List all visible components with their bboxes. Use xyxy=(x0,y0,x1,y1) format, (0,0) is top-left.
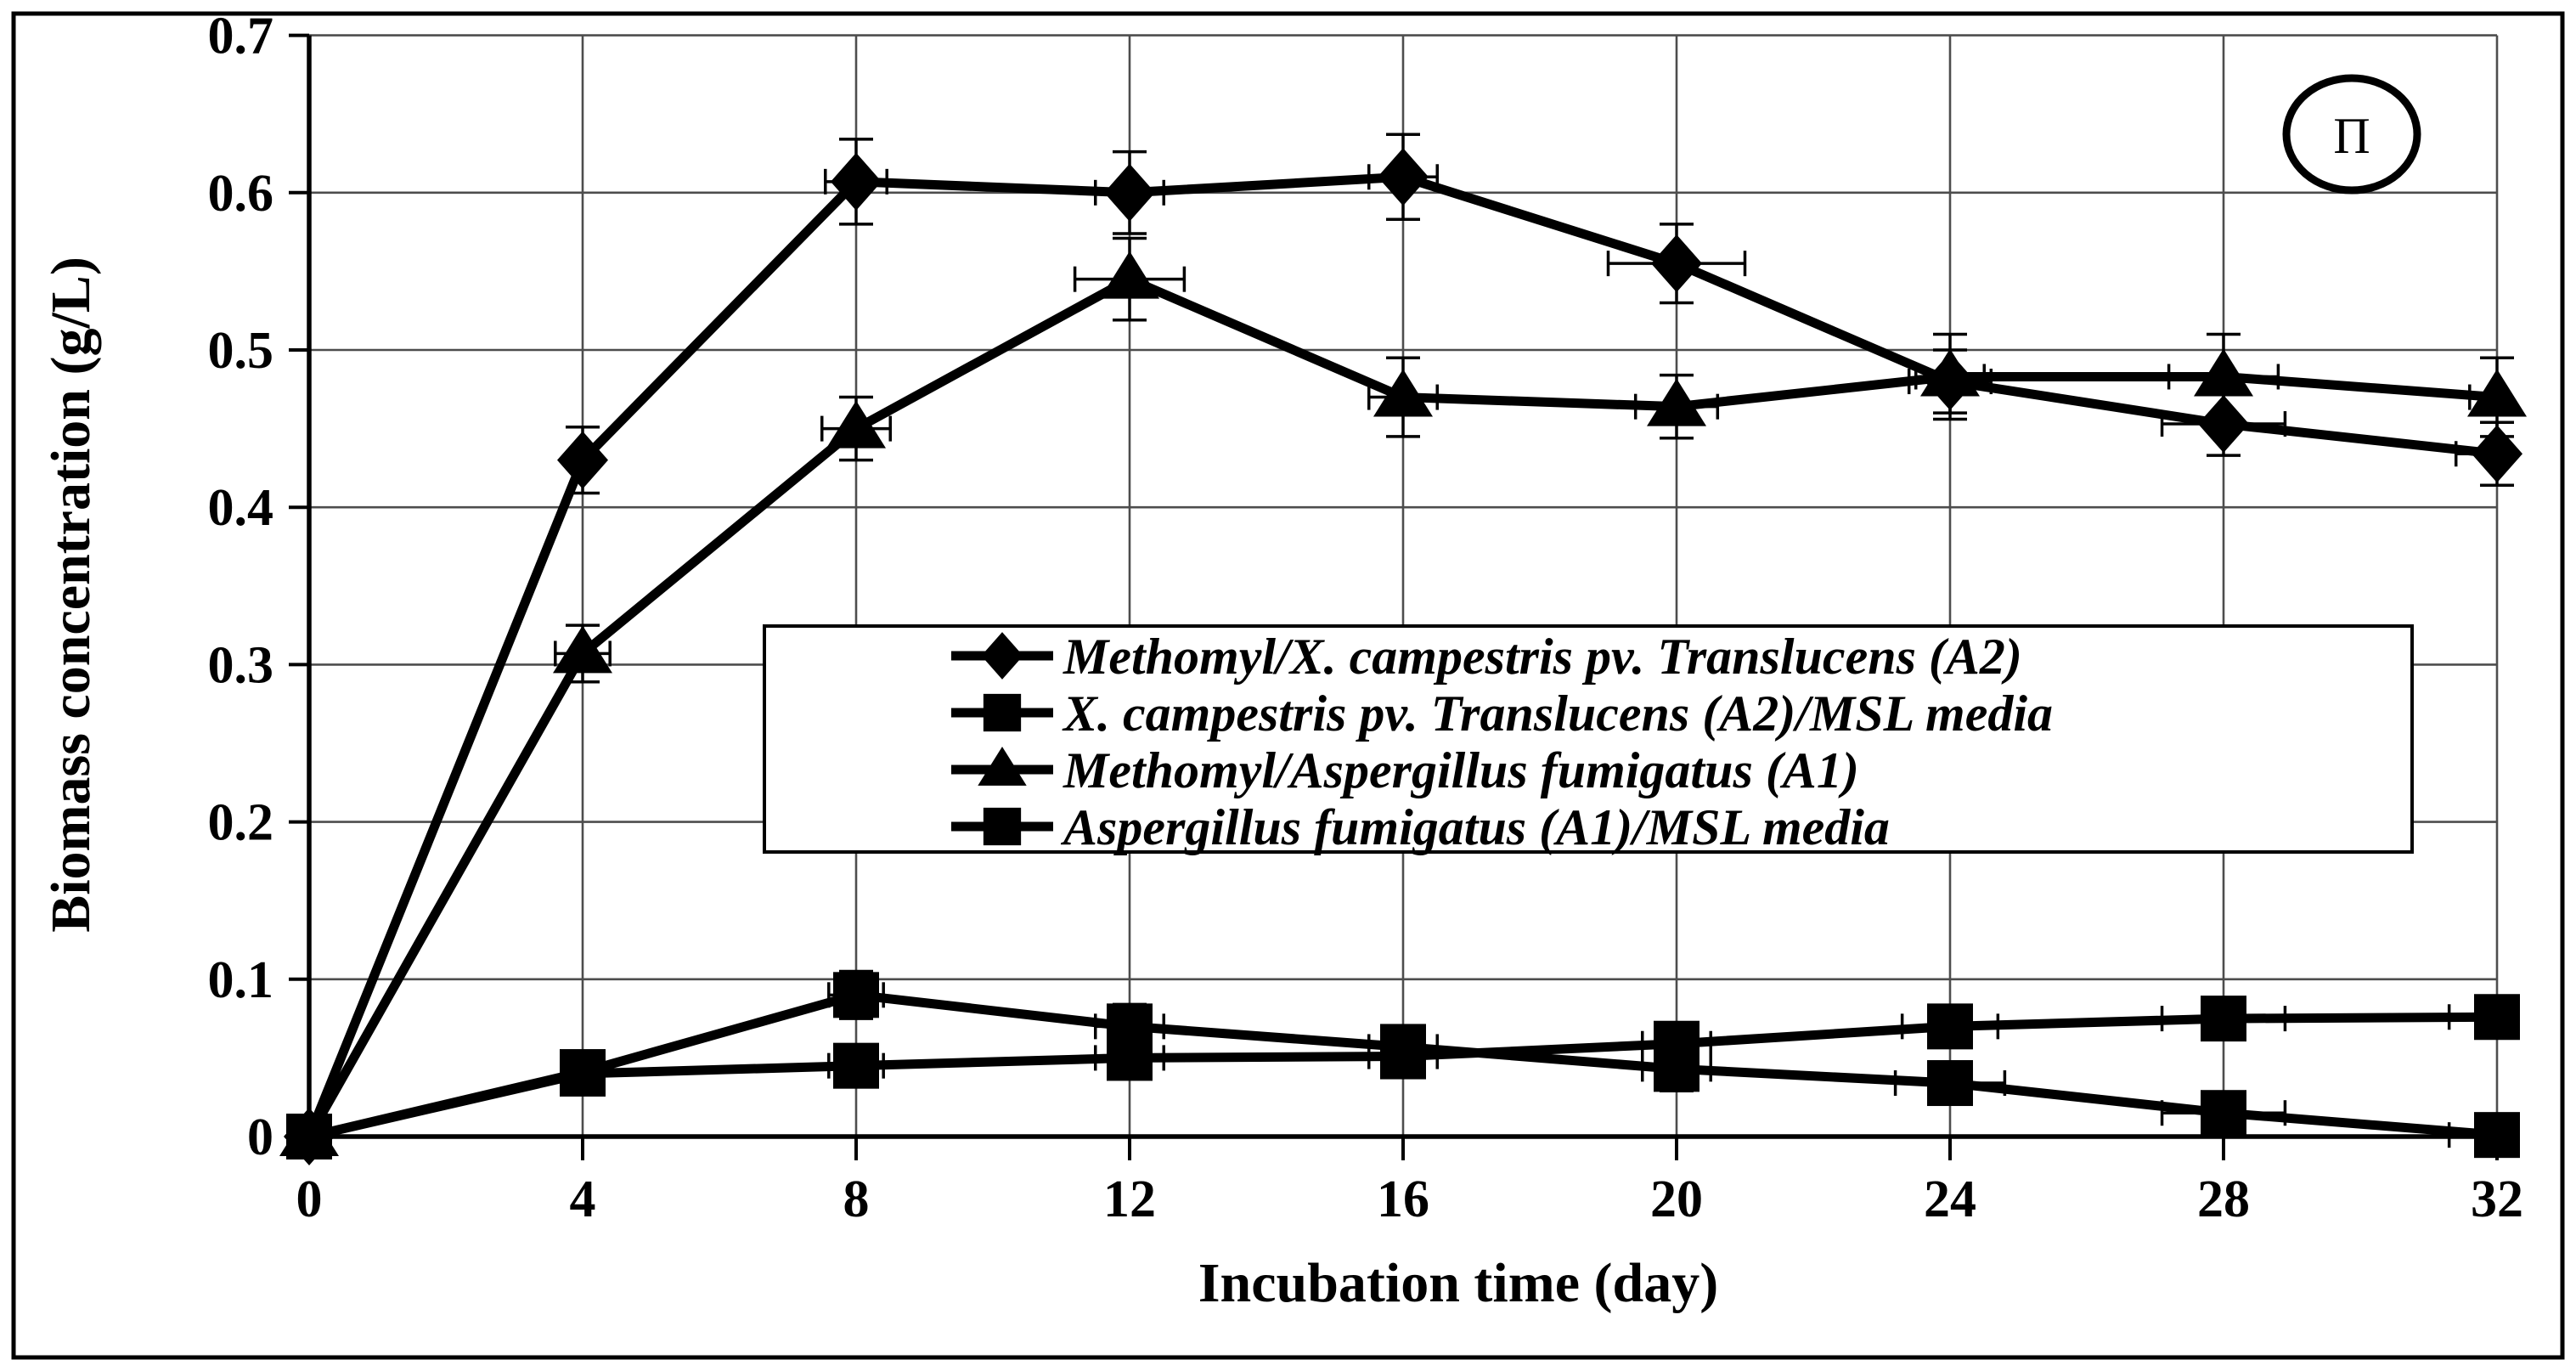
data-marker-square xyxy=(2201,996,2246,1042)
y-tick-label: 0.3 xyxy=(208,636,274,694)
legend-marker-triangle xyxy=(978,746,1027,786)
data-marker-triangle xyxy=(1920,348,1980,397)
legend-marker-square xyxy=(983,693,1022,732)
data-marker-diamond xyxy=(2472,425,2522,483)
legend-label: Methomyl/Aspergillus fumigatus (A1) xyxy=(1063,742,1859,798)
data-marker-square xyxy=(1654,1020,1699,1067)
data-marker-triangle xyxy=(553,625,612,674)
x-tick-label: 28 xyxy=(2197,1171,2250,1228)
panel-badge-label: Π xyxy=(2333,108,2370,164)
y-axis-title: Biomass concentration (g/L) xyxy=(40,257,102,933)
data-marker-triangle xyxy=(1373,369,1433,417)
data-marker-square xyxy=(1927,1060,1973,1107)
x-tick-label: 0 xyxy=(296,1171,323,1228)
data-marker-square xyxy=(1107,1035,1153,1081)
panel-badge-circle xyxy=(2282,74,2421,195)
data-marker-square xyxy=(1380,1033,1426,1080)
x-tick-label: 20 xyxy=(1650,1171,1703,1228)
data-marker-square xyxy=(2474,994,2520,1041)
legend-marker-diamond xyxy=(981,632,1023,680)
legend-label: X. campestris pv. Translucens (A2)/MSL m… xyxy=(1062,686,2053,742)
data-marker-diamond xyxy=(557,431,608,489)
data-marker-diamond xyxy=(831,152,882,211)
y-tick-label: 0.5 xyxy=(208,322,274,380)
x-tick-label: 12 xyxy=(1103,1171,1156,1228)
x-tick-label: 4 xyxy=(570,1171,596,1228)
data-marker-diamond xyxy=(2198,395,2249,454)
y-tick-label: 0.4 xyxy=(208,479,274,537)
data-marker-diamond xyxy=(1651,234,1702,293)
data-marker-square xyxy=(1927,1003,1973,1050)
x-axis-title: Incubation time (day) xyxy=(1198,1252,1718,1314)
legend-box xyxy=(763,624,2414,854)
data-marker-square xyxy=(833,1042,879,1089)
data-marker-diamond xyxy=(1104,163,1155,222)
y-tick-label: 0.2 xyxy=(208,794,274,852)
legend-marker-square xyxy=(983,807,1022,846)
figure-border xyxy=(11,11,2565,1360)
data-marker-square xyxy=(833,972,879,1018)
y-tick-label: 0.6 xyxy=(208,165,274,223)
data-marker-triangle xyxy=(1100,251,1159,299)
y-tick-label: 0 xyxy=(247,1109,273,1166)
x-tick-label: 32 xyxy=(2471,1171,2523,1228)
y-tick-label: 0.1 xyxy=(208,951,274,1009)
data-marker-triangle xyxy=(2194,348,2253,397)
x-tick-label: 8 xyxy=(843,1171,870,1228)
series-4 xyxy=(286,994,2520,1159)
legend: Methomyl/X. campestris pv. Translucens (… xyxy=(763,624,2414,855)
data-marker-triangle xyxy=(826,400,886,449)
x-tick-label: 16 xyxy=(1377,1171,1429,1228)
data-marker-triangle xyxy=(1647,378,1706,426)
data-marker-square xyxy=(286,1114,332,1159)
data-marker-square xyxy=(560,1050,606,1097)
x-tick-label: 24 xyxy=(1924,1171,1976,1228)
legend-label: Aspergillus fumigatus (A1)/MSL media xyxy=(1060,799,1890,855)
legend-label: Methomyl/X. campestris pv. Translucens (… xyxy=(1063,629,2022,685)
y-tick-label: 0.7 xyxy=(208,8,274,65)
data-marker-square xyxy=(2201,1090,2246,1137)
data-marker-square xyxy=(2474,1112,2520,1159)
data-marker-diamond xyxy=(1378,148,1429,206)
data-marker-triangle xyxy=(2467,369,2527,417)
